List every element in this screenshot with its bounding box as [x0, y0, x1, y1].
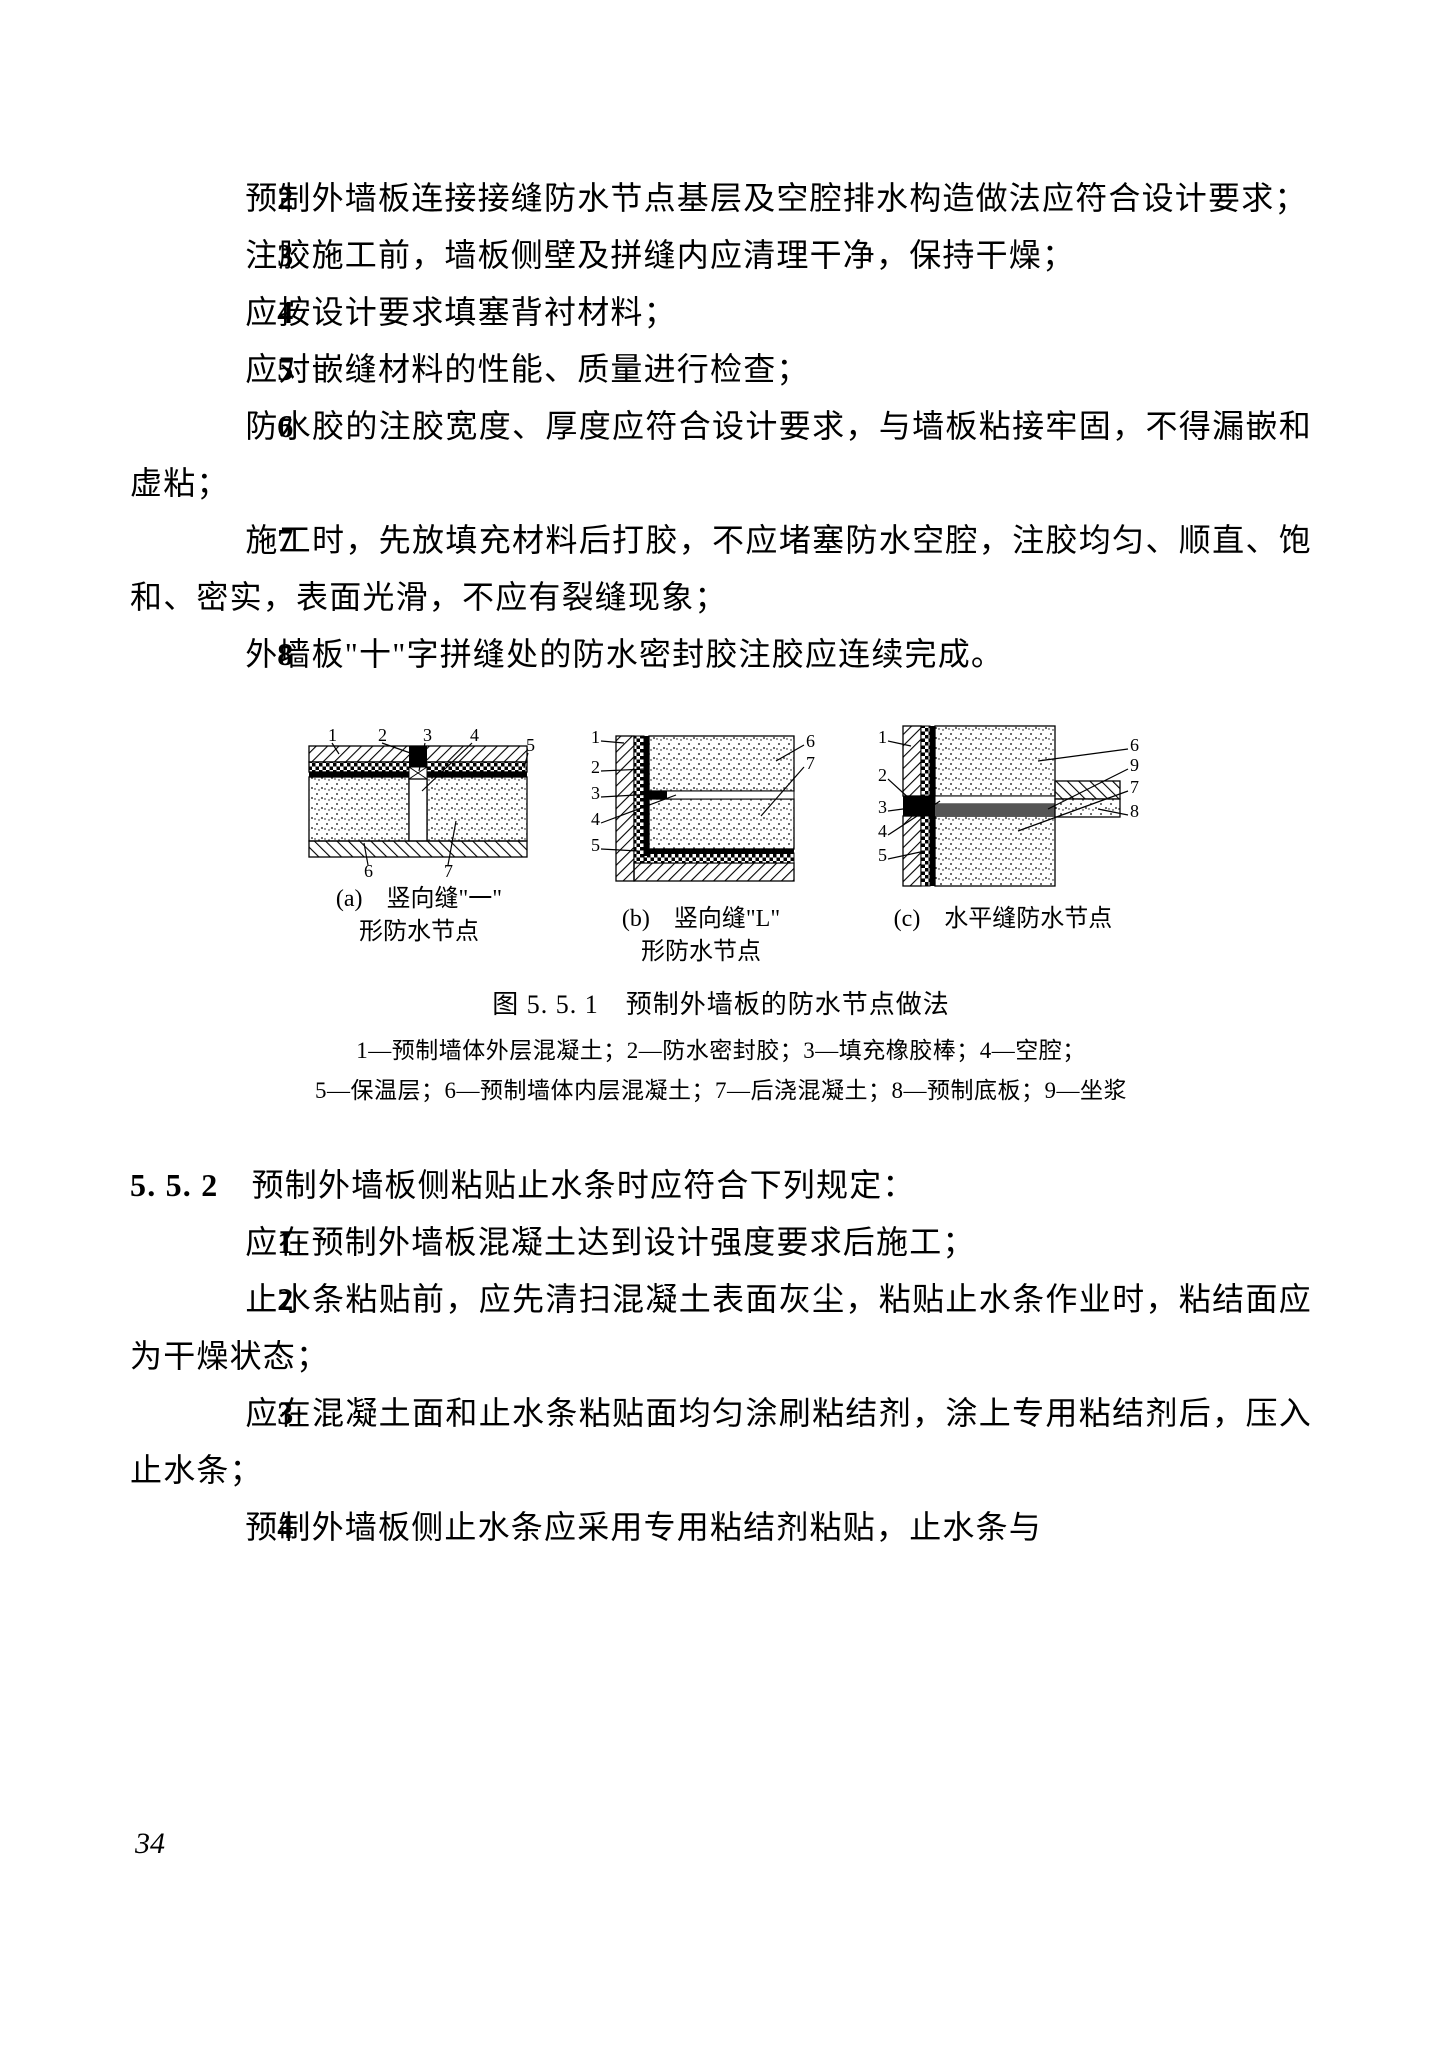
diagram-a-caption: (a) 竖向缝"一" 形防水节点 — [336, 883, 502, 950]
item-text: 应在预制外墙板混凝土达到设计强度要求后施工； — [245, 1224, 975, 1260]
document-page: 2预制外墙板连接接缝防水节点基层及空腔排水构造做法应符合设计要求； 3注胶施工前… — [0, 0, 1432, 2048]
item-text: 应在混凝土面和止水条粘贴面均匀涂刷粘结剂，涂上专用粘结剂后，压入止水条； — [130, 1395, 1312, 1488]
svg-text:5: 5 — [591, 835, 600, 855]
list-item: 3应在混凝土面和止水条粘贴面均匀涂刷粘结剂，涂上专用粘结剂后，压入止水条； — [130, 1385, 1312, 1499]
item-number: 2 — [204, 1271, 246, 1328]
item-number: 7 — [204, 512, 246, 569]
item-number: 4 — [204, 1499, 246, 1556]
section-title-text: 预制外墙板侧粘贴止水条时应符合下列规定： — [252, 1167, 916, 1203]
svg-text:6: 6 — [364, 861, 373, 881]
svg-text:4: 4 — [878, 821, 887, 841]
diagram-a: 1 2 3 4 5 6 7 (a) 竖向缝"一" 形防水节点 — [284, 721, 554, 970]
svg-text:5: 5 — [878, 845, 887, 865]
list-block-552: 1应在预制外墙板混凝土达到设计强度要求后施工； 2止水条粘贴前，应先清扫混凝土表… — [130, 1214, 1312, 1556]
list-item: 6防水胶的注胶宽度、厚度应符合设计要求，与墙板粘接牢固，不得漏嵌和虚粘； — [130, 398, 1312, 512]
list-item: 2止水条粘贴前，应先清扫混凝土表面灰尘，粘贴止水条作业时，粘结面应为干燥状态； — [130, 1271, 1312, 1385]
item-number: 6 — [204, 398, 246, 455]
svg-text:4: 4 — [591, 809, 600, 829]
svg-text:6: 6 — [1130, 735, 1139, 755]
item-number: 3 — [204, 227, 246, 284]
item-number: 8 — [204, 626, 246, 683]
item-number: 5 — [204, 341, 246, 398]
list-item: 5应对嵌缝材料的性能、质量进行检查； — [130, 341, 1312, 398]
figure-title: 图 5. 5. 1 预制外墙板的防水节点做法 — [130, 984, 1312, 1021]
item-text: 外墙板"十"字拼缝处的防水密封胶注胶应连续完成。 — [245, 636, 1004, 672]
list-item: 4应按设计要求填塞背衬材料； — [130, 284, 1312, 341]
list-item: 2预制外墙板连接接缝防水节点基层及空腔排水构造做法应符合设计要求； — [130, 170, 1312, 227]
svg-text:2: 2 — [878, 765, 887, 785]
svg-text:6: 6 — [806, 731, 815, 751]
diagram-a-svg: 1 2 3 4 5 6 7 — [284, 721, 554, 881]
list-item: 1应在预制外墙板混凝土达到设计强度要求后施工； — [130, 1214, 1312, 1271]
item-number: 3 — [204, 1385, 246, 1442]
svg-text:1: 1 — [878, 727, 887, 747]
svg-text:1: 1 — [591, 727, 600, 747]
diagram-b-svg: 1 2 3 4 5 6 7 — [556, 721, 846, 901]
diagram-row: 1 2 3 4 5 6 7 (a) 竖向缝"一" 形防水节点 — [130, 721, 1312, 970]
diagram-c-caption: (c) 水平缝防水节点 — [894, 903, 1113, 937]
svg-text:3: 3 — [878, 797, 887, 817]
figure-legend: 1—预制墙体外层混凝土；2—防水密封胶；3—填充橡胶棒；4—空腔； 5—保温层；… — [130, 1031, 1312, 1112]
item-text: 防水胶的注胶宽度、厚度应符合设计要求，与墙板粘接牢固，不得漏嵌和虚粘； — [130, 408, 1312, 501]
list-item: 8外墙板"十"字拼缝处的防水密封胶注胶应连续完成。 — [130, 626, 1312, 683]
section-5-5-2-heading: 5. 5. 2 预制外墙板侧粘贴止水条时应符合下列规定： — [130, 1157, 1312, 1214]
svg-text:2: 2 — [378, 725, 387, 745]
diagram-c-svg: 1 2 3 4 5 6 9 7 8 — [848, 721, 1158, 901]
figure-legend-line: 1—预制墙体外层混凝土；2—防水密封胶；3—填充橡胶棒；4—空腔； — [130, 1031, 1312, 1071]
item-text: 预制外墙板侧止水条应采用专用粘结剂粘贴，止水条与 — [245, 1509, 1042, 1545]
item-text: 施工时，先放填充材料后打胶，不应堵塞防水空腔，注胶均匀、顺直、饱和、密实，表面光… — [130, 522, 1312, 615]
svg-text:3: 3 — [591, 783, 600, 803]
svg-text:5: 5 — [526, 735, 535, 755]
svg-text:7: 7 — [806, 753, 815, 773]
diagram-b: 1 2 3 4 5 6 7 (b) 竖向缝"L" 形防水节点 — [556, 721, 846, 970]
list-item: 3注胶施工前，墙板侧壁及拼缝内应清理干净，保持干燥； — [130, 227, 1312, 284]
item-number: 1 — [204, 1214, 246, 1271]
figure-legend-line: 5—保温层；6—预制墙体内层混凝土；7—后浇混凝土；8—预制底板；9—坐浆 — [130, 1071, 1312, 1111]
svg-text:8: 8 — [1130, 801, 1139, 821]
item-text: 应对嵌缝材料的性能、质量进行检查； — [245, 351, 809, 387]
item-text: 止水条粘贴前，应先清扫混凝土表面灰尘，粘贴止水条作业时，粘结面应为干燥状态； — [130, 1281, 1312, 1374]
list-item: 4预制外墙板侧止水条应采用专用粘结剂粘贴，止水条与 — [130, 1499, 1312, 1556]
list-item: 7施工时，先放填充材料后打胶，不应堵塞防水空腔，注胶均匀、顺直、饱和、密实，表面… — [130, 512, 1312, 626]
item-text: 预制外墙板连接接缝防水节点基层及空腔排水构造做法应符合设计要求； — [245, 180, 1307, 216]
item-number: 2 — [204, 170, 246, 227]
section-number: 5. 5. 2 — [130, 1167, 218, 1203]
diagram-c: 1 2 3 4 5 6 9 7 8 (c) 水平缝防水节点 — [848, 721, 1158, 970]
item-text: 注胶施工前，墙板侧壁及拼缝内应清理干净，保持干燥； — [245, 237, 1075, 273]
diagram-b-caption: (b) 竖向缝"L" 形防水节点 — [622, 903, 780, 970]
list-block-1: 2预制外墙板连接接缝防水节点基层及空腔排水构造做法应符合设计要求； 3注胶施工前… — [130, 170, 1312, 683]
item-text: 应按设计要求填塞背衬材料； — [245, 294, 677, 330]
item-number: 4 — [204, 284, 246, 341]
page-number: 34 — [135, 1827, 165, 1861]
figure-5-5-1: 1 2 3 4 5 6 7 (a) 竖向缝"一" 形防水节点 — [130, 721, 1312, 1112]
svg-text:7: 7 — [1130, 777, 1139, 797]
svg-text:3: 3 — [423, 725, 432, 745]
svg-text:4: 4 — [470, 725, 479, 745]
svg-text:1: 1 — [328, 725, 337, 745]
svg-text:9: 9 — [1130, 755, 1139, 775]
svg-text:2: 2 — [591, 757, 600, 777]
